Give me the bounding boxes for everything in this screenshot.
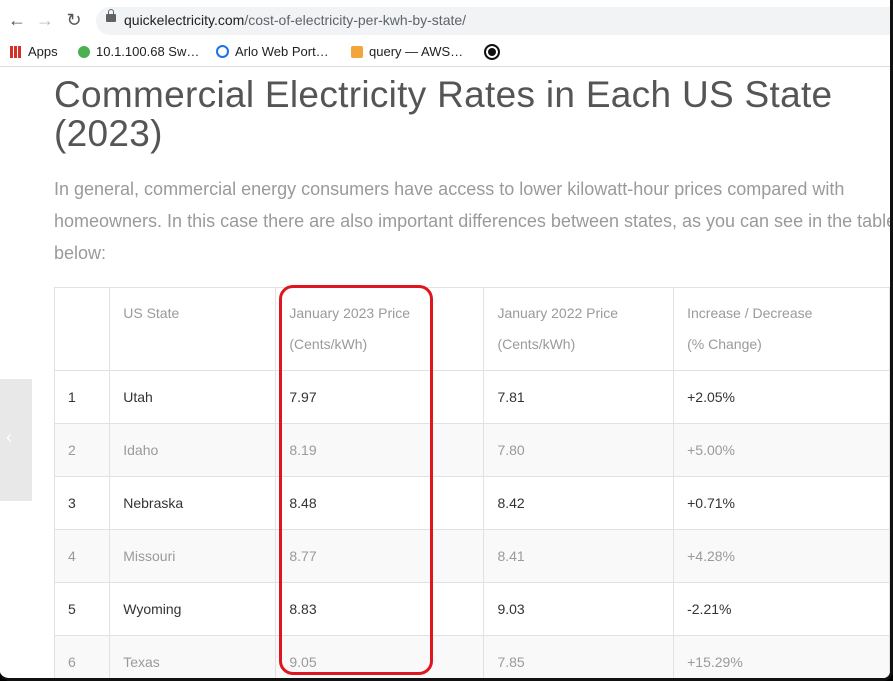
cell-jan2022: 8.41: [483, 529, 675, 583]
green-globe-icon: [78, 45, 90, 58]
bookmark-switch[interactable]: 10.1.100.68 Sw…: [78, 44, 199, 59]
cell-change: +5.00%: [673, 423, 890, 477]
address-bar[interactable]: quickelectricity.com/cost-of-electricity…: [96, 7, 890, 35]
header-unit: (Cents/kWh): [289, 336, 368, 352]
header-unit: (% Change): [687, 336, 762, 352]
header-rank: [53, 287, 111, 371]
cell-jan2022: 7.80: [483, 423, 675, 477]
bookmark-aws-query[interactable]: query — AWS…: [351, 44, 463, 59]
cell-jan2023: 8.48: [275, 476, 485, 530]
arlo-icon: [216, 45, 229, 58]
cell-jan2023: 8.77: [275, 529, 485, 583]
apps-grid-icon: [10, 45, 22, 58]
cell-state: Idaho: [109, 423, 277, 477]
header-label: January 2023 Price: [289, 305, 411, 321]
cell-state: Missouri: [109, 529, 277, 583]
chevron-left-icon: ‹: [6, 427, 12, 447]
intro-paragraph: In general, commercial energy consumers …: [54, 179, 893, 263]
cell-rank: 2: [53, 423, 111, 477]
cell-state: Wyoming: [109, 582, 277, 636]
table-row: 2 Idaho 8.19 7.80 +5.00%: [53, 423, 890, 477]
table-row: 3 Nebraska 8.48 8.42 +0.71%: [53, 476, 890, 530]
bookmark-arlo[interactable]: Arlo Web Port…: [216, 44, 329, 59]
reload-icon[interactable]: ↻: [66, 10, 82, 30]
bookmark-label: 10.1.100.68 Sw…: [96, 44, 200, 59]
table-row: 1 Utah 7.97 7.81 +2.05%: [53, 370, 890, 424]
header-label: Increase / Decrease: [687, 305, 813, 321]
cell-change: +4.28%: [673, 529, 890, 583]
bookmark-label: query — AWS…: [369, 44, 464, 59]
page-title: Commercial Electricity Rates in Each US …: [54, 74, 833, 154]
cell-jan2022: 8.42: [483, 476, 675, 530]
back-arrow-icon[interactable]: ←: [8, 10, 26, 30]
red-highlight-annotation: [279, 285, 433, 675]
cell-jan2023: 9.05: [275, 635, 485, 678]
side-collapse-tab[interactable]: ‹: [0, 379, 32, 501]
github-icon: [484, 44, 500, 60]
bookmark-label: Apps: [28, 44, 58, 59]
url-text[interactable]: quickelectricity.com/cost-of-electricity…: [124, 12, 466, 28]
cell-jan2022: 7.85: [483, 635, 675, 678]
cell-rank: 1: [53, 370, 111, 424]
header-change: Increase / Decrease (% Change): [673, 287, 890, 371]
forward-arrow-icon[interactable]: →: [36, 10, 54, 30]
lock-icon[interactable]: [106, 9, 116, 22]
cell-jan2023: 7.97: [275, 370, 485, 424]
cell-state: Texas: [109, 635, 277, 678]
cell-state: Utah: [109, 370, 277, 424]
cell-jan2023: 8.83: [275, 582, 485, 636]
bookmarks-bar: Apps 10.1.100.68 Sw… Arlo Web Port… quer…: [0, 40, 890, 67]
cell-change: +0.71%: [673, 476, 890, 530]
cell-state: Nebraska: [109, 476, 277, 530]
header-state: US State: [109, 287, 277, 371]
cell-rank: 3: [53, 476, 111, 530]
cell-rank: 5: [53, 582, 111, 636]
bookmark-apps[interactable]: Apps: [10, 44, 58, 59]
cell-change: +2.05%: [673, 370, 890, 424]
header-jan2022: January 2022 Price (Cents/kWh): [483, 287, 675, 371]
bookmark-github[interactable]: [484, 44, 506, 60]
bookmark-label: Arlo Web Port…: [235, 44, 329, 59]
header-label: US State: [123, 305, 180, 321]
cell-change: +15.29%: [673, 635, 890, 678]
table-header-row: US State January 2023 Price (Cents/kWh) J…: [53, 287, 890, 371]
cell-jan2023: 8.19: [275, 423, 485, 477]
cell-change: -2.21%: [673, 582, 890, 636]
table-row: 6 Texas 9.05 7.85 +15.29%: [53, 635, 890, 678]
electricity-rates-table: US State January 2023 Price (Cents/kWh) J…: [53, 287, 890, 678]
aws-box-icon: [351, 45, 363, 58]
header-jan2023: January 2023 Price (Cents/kWh): [275, 287, 485, 371]
header-label: January 2022 Price: [497, 305, 619, 321]
browser-toolbar: ← → ↻ quickelectricity.com/cost-of-elect…: [0, 0, 890, 40]
url-path: /cost-of-electricity-per-kwh-by-state/: [244, 12, 467, 28]
cell-jan2022: 7.81: [483, 370, 675, 424]
page-content: Commercial Electricity Rates in Each US …: [0, 67, 890, 678]
table-row: 4 Missouri 8.77 8.41 +4.28%: [53, 529, 890, 583]
cell-jan2022: 9.03: [483, 582, 675, 636]
cell-rank: 6: [53, 635, 111, 678]
header-unit: (Cents/kWh): [497, 336, 576, 352]
table-row: 5 Wyoming 8.83 9.03 -2.21%: [53, 582, 890, 636]
cell-rank: 4: [53, 529, 111, 583]
url-domain: quickelectricity.com: [124, 12, 245, 28]
